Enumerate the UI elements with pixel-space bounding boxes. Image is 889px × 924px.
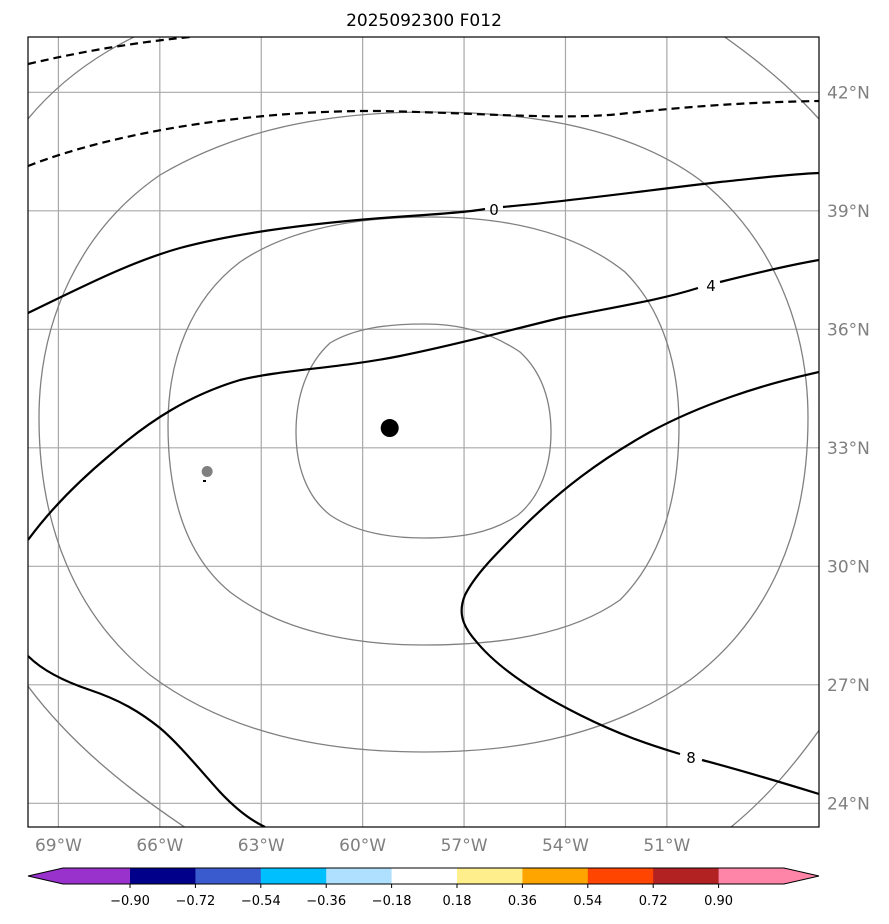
contour-label-8: 8 [686, 749, 696, 767]
colorbar-outline [27, 867, 820, 885]
map-background [28, 37, 819, 827]
colorbar-segment [391, 868, 458, 884]
lat-tick-label: 39°N [827, 202, 870, 222]
colorbar-segment [522, 868, 589, 884]
range-ring-1 [295, 323, 552, 539]
contour-label-0: 0 [489, 201, 499, 219]
colorbar-tick-label: 0.18 [443, 894, 472, 909]
colorbar-tick-label: −0.90 [110, 894, 150, 909]
range-ring-6 [28, 685, 186, 827]
lon-tick-label: 63°W [238, 836, 285, 856]
range-ring-2 [167, 216, 680, 646]
lat-tick-label: 33°N [827, 439, 870, 459]
range-ring-3 [38, 111, 809, 753]
lon-tick-label: 57°W [441, 836, 488, 856]
colorbar: −0.90 −0.72 −0.54 −0.36 −0.18 0.18 0.36 0.54 0.7… [27, 867, 820, 909]
secondary-point-marker [201, 466, 213, 477]
colorbar-segment [653, 868, 720, 884]
colorbar-tick-label: 0.36 [508, 894, 537, 909]
map-frame [27, 36, 820, 828]
colorbar-tick-label: −0.72 [175, 894, 215, 909]
markers [201, 419, 399, 482]
contour-4 [28, 258, 819, 541]
range-ring-5 [723, 37, 819, 120]
contour-lower-left [28, 655, 266, 827]
colorbar-tick-label: −0.54 [241, 894, 281, 909]
colorbar-segment [587, 868, 654, 884]
lon-tick-label: 60°W [339, 836, 386, 856]
colorbar-segment [718, 868, 819, 884]
longitude-labels: 69°W 66°W 63°W 60°W 57°W 54°W 51°W [35, 836, 691, 856]
colorbar-tick-label: 0.54 [573, 894, 602, 909]
plot-title: 2025092300 F012 [346, 11, 502, 31]
map-panel: 0 4 8 [27, 36, 820, 828]
contour-8 [460, 370, 819, 796]
colorbar-tick-label: −0.18 [372, 894, 412, 909]
colorbar-tick-label: −0.36 [306, 894, 346, 909]
contour-0 [28, 171, 819, 314]
lon-tick-label: 69°W [35, 836, 82, 856]
colorbar-segment [28, 868, 130, 884]
lat-tick-label: 42°N [827, 83, 870, 103]
colorbar-segment [130, 868, 196, 884]
storm-center-marker [380, 419, 399, 438]
lon-tick-label: 51°W [643, 836, 690, 856]
colorbar-segment [195, 868, 262, 884]
lon-tick-label: 66°W [136, 836, 183, 856]
lat-tick-label: 36°N [827, 320, 870, 340]
dashed-contour-upper [28, 37, 191, 66]
colorbar-segment [457, 868, 523, 884]
contours: 0 4 8 [28, 37, 819, 827]
lat-tick-label: 30°N [827, 557, 870, 577]
colorbar-segment [260, 868, 327, 884]
gridlines [28, 37, 819, 827]
colorbar-segment [326, 868, 393, 884]
colorbar-tick-label: 0.90 [704, 894, 733, 909]
lat-tick-label: 27°N [827, 676, 870, 696]
latitude-labels: 24°N 27°N 30°N 33°N 36°N 39°N 42°N [827, 83, 870, 814]
colorbar-tick-label: 0.72 [639, 894, 668, 909]
contour-label-4: 4 [706, 277, 716, 295]
lon-tick-label: 54°W [542, 836, 589, 856]
dashed-contour-lower [28, 99, 819, 168]
range-ring-4 [28, 37, 136, 120]
lat-tick-label: 24°N [827, 794, 870, 814]
